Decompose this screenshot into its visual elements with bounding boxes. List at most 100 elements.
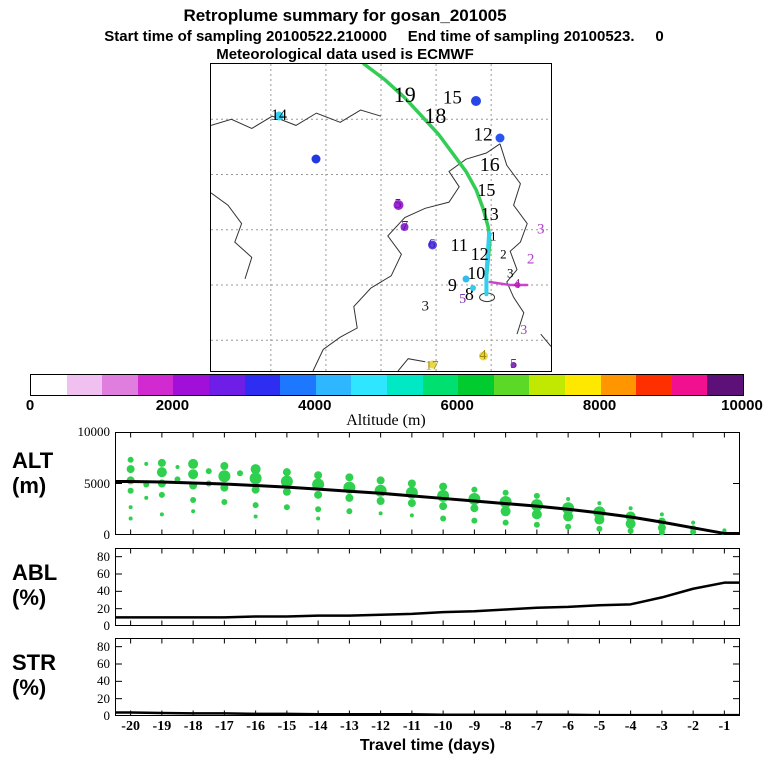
colorbar-segment	[173, 375, 209, 395]
scatter-point	[345, 493, 354, 502]
scatter-point	[468, 492, 481, 505]
y-tick-label: 0	[103, 708, 111, 723]
marker-label: 17	[425, 357, 439, 373]
marker-dot	[427, 240, 437, 250]
map-marker: 7	[400, 219, 409, 234]
colorbar-segment	[422, 375, 459, 395]
scatter-point	[565, 523, 572, 530]
trajectory-cyan	[486, 233, 489, 294]
map-marker: 10	[467, 264, 485, 282]
trajectory-magenta	[490, 282, 527, 285]
map-marker: 15	[477, 181, 495, 199]
scatter-point	[376, 476, 385, 485]
x-tick-label: -19	[152, 719, 172, 734]
map-canvas	[211, 64, 551, 371]
x-tick-label: -5	[593, 719, 606, 734]
map-marker: 12	[474, 125, 493, 144]
sampling-time-line: Start time of sampling 20100522.210000 E…	[104, 28, 664, 45]
panel-border	[115, 548, 740, 626]
scatter-point	[440, 515, 447, 522]
scatter-point	[658, 529, 665, 535]
x-tick-label: -3	[656, 719, 668, 734]
marker-label: 10	[467, 262, 486, 283]
scatter-point	[174, 476, 181, 483]
coastline	[500, 144, 527, 334]
marker-label: 6	[428, 237, 436, 253]
map-marker: 15	[443, 88, 462, 107]
x-tick-label: -6	[562, 719, 574, 734]
marker-label: 3	[421, 298, 429, 315]
altitude-colorbar	[30, 374, 744, 396]
scatter-point	[625, 518, 636, 529]
marker-label: 14	[271, 107, 287, 125]
marker-dot	[478, 351, 488, 361]
x-tick-label: -17	[215, 719, 234, 734]
map-marker: 14	[271, 108, 287, 124]
marker-label: 18	[424, 103, 447, 129]
y-tick-label: 0	[103, 527, 111, 542]
scatter-point	[314, 471, 323, 480]
scatter-point	[597, 501, 602, 506]
series-line-abl	[115, 581, 740, 619]
colorbar-segment	[529, 375, 565, 395]
scatter-point	[158, 491, 165, 498]
scatter-point	[191, 509, 196, 514]
map-marker: 5	[510, 356, 518, 372]
map-marker: 8	[465, 285, 474, 303]
scatter-point	[249, 472, 262, 485]
map-marker: 5	[459, 293, 466, 307]
scatter-point	[533, 492, 540, 499]
map-marker: 12	[471, 245, 489, 263]
marker-label: 12	[473, 124, 493, 146]
str-axis-label-line1: STR	[12, 650, 56, 675]
scatter-point	[282, 487, 291, 496]
colorbar-segment	[386, 375, 423, 395]
scatter-point	[500, 506, 511, 517]
scatter-point	[594, 514, 605, 525]
map-marker: 11	[451, 236, 468, 254]
scatter-point	[502, 489, 509, 496]
scatter-point	[250, 464, 261, 475]
str-panel	[115, 638, 740, 716]
marker-label: 5	[510, 356, 518, 372]
abl-axis-label-line2: (%)	[12, 585, 47, 610]
abl-axis-label-line1: ABL	[12, 560, 58, 585]
y-tick-label: 80	[97, 638, 110, 654]
scatter-point	[407, 499, 416, 508]
scatter-point	[596, 525, 603, 532]
marker-label: 2	[500, 246, 507, 262]
map-marker: 4	[478, 348, 488, 363]
marker-dot	[469, 285, 476, 292]
x-tick-label: -7	[531, 719, 543, 734]
scatter-point	[251, 485, 260, 494]
marker-dot	[471, 95, 482, 106]
colorbar-tick: 4000	[298, 397, 332, 414]
met-data-line: Meteorological data used is ECMWF	[216, 46, 474, 63]
scatter-point	[126, 465, 135, 474]
abl-panel	[115, 548, 740, 626]
marker-label: 16	[479, 154, 500, 177]
scatter-point	[237, 470, 243, 477]
panel-border	[115, 638, 740, 716]
map-marker: 1	[490, 229, 497, 242]
colorbar-segment	[564, 375, 601, 395]
abl-axis-label: ABL (%)	[12, 560, 57, 610]
scatter-point	[144, 461, 149, 466]
colorbar-segment	[66, 375, 103, 395]
scatter-point	[627, 527, 634, 534]
colorbar-tick: 0	[25, 397, 35, 414]
marker-label: 3	[537, 221, 545, 238]
x-tick-label: -15	[277, 719, 297, 734]
x-tick-label: -12	[371, 719, 390, 734]
colorbar-segment	[458, 375, 494, 395]
scatter-point	[188, 458, 199, 469]
map-marker: 6	[427, 237, 437, 253]
coastline	[313, 144, 500, 371]
coastline	[480, 293, 495, 302]
x-tick-label: -8	[499, 719, 512, 734]
y-tick-label: 20	[97, 690, 110, 706]
colorbar-segment	[671, 375, 708, 395]
x-tick-label: -11	[402, 719, 421, 734]
scatter-point	[188, 469, 199, 480]
y-tick-label: 80	[97, 548, 110, 564]
